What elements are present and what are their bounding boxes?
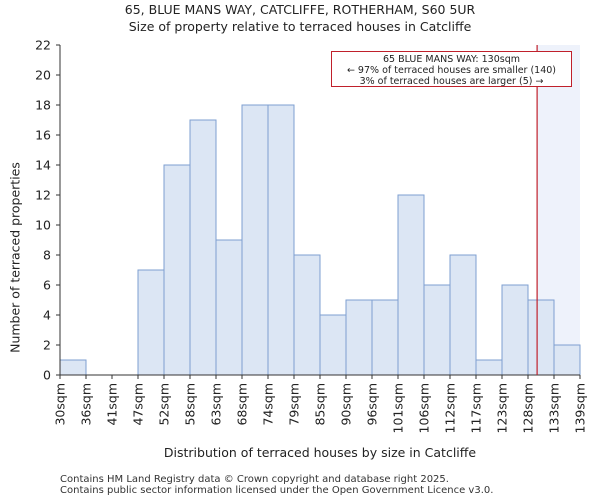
x-tick-label-74sqm: 74sqm [261, 383, 276, 426]
y-tick-label-10: 10 [35, 218, 51, 233]
y-tick-label-12: 12 [35, 188, 51, 203]
bar-79sqm [293, 254, 321, 376]
annotation-line-3: 3% of terraced houses are larger (5) → [359, 76, 544, 87]
x-tick-label-41sqm: 41sqm [105, 383, 120, 426]
x-tick-label-79sqm: 79sqm [287, 383, 302, 426]
x-tick-label-106sqm: 106sqm [417, 383, 432, 433]
bar-63sqm [215, 239, 243, 376]
x-tick-label-133sqm: 133sqm [547, 383, 562, 433]
y-tick-label-8: 8 [43, 248, 51, 263]
x-tick-label-30sqm: 30sqm [53, 383, 68, 426]
bar-74sqm [267, 104, 295, 376]
x-tick-label-112sqm: 112sqm [443, 383, 458, 433]
bar-58sqm [189, 119, 217, 376]
y-tick-label-0: 0 [43, 368, 51, 383]
x-axis-label: Distribution of terraced houses by size … [163, 445, 477, 460]
bar-106sqm [423, 284, 451, 376]
x-tick-label-101sqm: 101sqm [391, 383, 406, 433]
bar-68sqm [241, 104, 269, 376]
x-tick-label-139sqm: 139sqm [573, 383, 588, 433]
bar-128sqm [527, 299, 555, 376]
bar-90sqm [345, 299, 373, 376]
annotation-box: 65 BLUE MANS WAY: 130sqm ← 97% of terrac… [331, 51, 572, 87]
x-tick-label-96sqm: 96sqm [365, 383, 380, 426]
bar-30sqm [59, 359, 87, 376]
footer-line-1: Contains HM Land Registry data © Crown c… [60, 474, 449, 485]
x-tick-label-68sqm: 68sqm [235, 383, 250, 426]
x-tick-label-85sqm: 85sqm [313, 383, 328, 426]
y-tick-label-16: 16 [35, 128, 51, 143]
chart-subtitle: Size of property relative to terraced ho… [128, 19, 472, 34]
y-tick-label-22: 22 [35, 38, 51, 53]
x-tick-label-128sqm: 128sqm [521, 383, 536, 433]
chart-title: 65, BLUE MANS WAY, CATCLIFFE, ROTHERHAM,… [124, 2, 476, 17]
y-tick-label-14: 14 [35, 158, 51, 173]
bar-47sqm [137, 269, 165, 376]
y-tick-label-2: 2 [43, 338, 51, 353]
x-tick-label-47sqm: 47sqm [131, 383, 146, 426]
y-tick-label-4: 4 [43, 308, 51, 323]
x-tick-label-63sqm: 63sqm [209, 383, 224, 426]
bar-52sqm [163, 164, 191, 376]
y-tick-label-6: 6 [43, 278, 51, 293]
bar-96sqm [371, 299, 399, 376]
x-tick-label-90sqm: 90sqm [339, 383, 354, 426]
annotation-line-2: ← 97% of terraced houses are smaller (14… [346, 65, 557, 76]
bar-112sqm [449, 254, 477, 376]
bar-85sqm [319, 314, 347, 376]
y-tick-label-20: 20 [35, 68, 51, 83]
annotation-line-1: 65 BLUE MANS WAY: 130sqm [382, 54, 521, 65]
x-tick-label-58sqm: 58sqm [183, 383, 198, 426]
y-tick-label-18: 18 [35, 98, 51, 113]
x-tick-label-117sqm: 117sqm [469, 383, 484, 433]
x-tick-label-52sqm: 52sqm [157, 383, 172, 426]
x-tick-label-36sqm: 36sqm [79, 383, 94, 426]
bar-117sqm [475, 359, 503, 376]
footer-line-2: Contains public sector information licen… [60, 485, 494, 496]
bar-101sqm [397, 194, 425, 376]
bar-123sqm [501, 284, 529, 376]
y-axis-label: Number of terraced properties [7, 162, 23, 353]
bar-133sqm [553, 344, 581, 376]
x-tick-label-123sqm: 123sqm [495, 383, 510, 433]
